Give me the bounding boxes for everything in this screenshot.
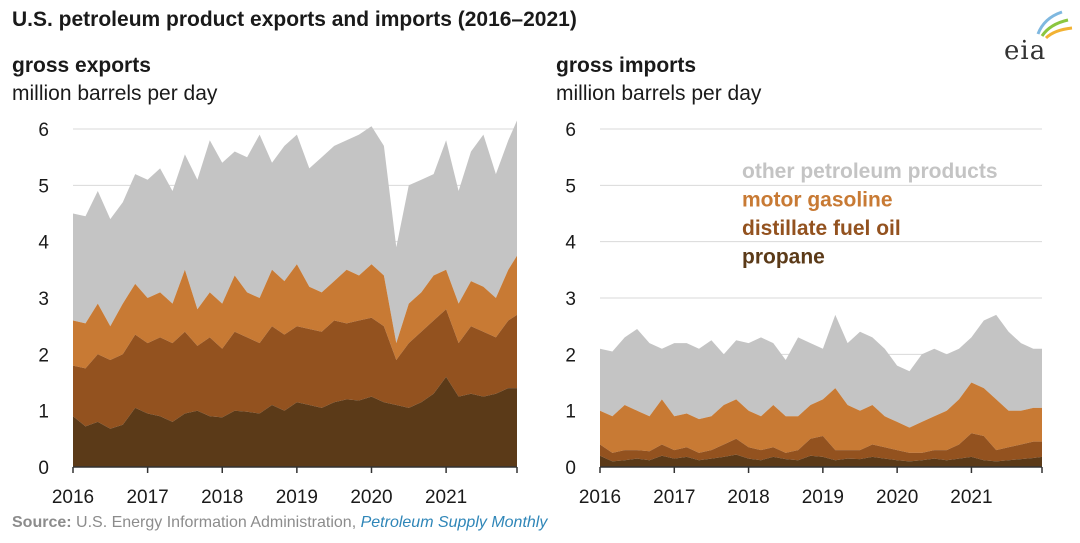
legend-item-distillate-fuel-oil: distillate fuel oil: [742, 217, 901, 240]
exports-x-tick-label: 2017: [126, 487, 168, 508]
imports-y-tick-label: 0: [565, 458, 576, 479]
legend-item-propane: propane: [742, 246, 825, 269]
exports-chart: 0 1 2 3 4 5 6 2016 2017 2018 2019 2020 2021: [38, 120, 518, 508]
imports-area-motor-gasoline: [600, 382, 1042, 453]
imports-panel-title: gross imports: [556, 54, 697, 77]
exports-area-other-petroleum-products: [73, 120, 517, 344]
imports-chart: 0 1 2 3 4 5 6 2016 2017 2018 2019 2020 2021 other pet…: [565, 120, 1043, 508]
imports-area-distillate-fuel-oil: [600, 433, 1042, 462]
imports-area-propane: [600, 454, 1042, 467]
source-label: Source:: [12, 514, 72, 531]
exports-x-tick-label: 2016: [52, 487, 94, 508]
imports-x-tick-label: 2019: [802, 487, 844, 508]
source-text: U.S. Energy Information Administration,: [71, 514, 361, 531]
source-publication-link[interactable]: Petroleum Supply Monthly: [360, 514, 548, 531]
exports-x-tick-label: 2021: [425, 487, 467, 508]
imports-unit-label: million barrels per day: [556, 82, 762, 105]
exports-panel-title: gross exports: [12, 54, 151, 77]
exports-y-tick-label: 1: [38, 402, 49, 423]
imports-x-tick-label: 2016: [579, 487, 621, 508]
exports-y-tick-label: 2: [38, 345, 49, 366]
exports-area-distillate-fuel-oil: [73, 309, 517, 429]
imports-y-tick-label: 6: [565, 120, 576, 141]
legend-item-other-petroleum-products: other petroleum products: [742, 160, 998, 183]
exports-unit-label: million barrels per day: [12, 82, 218, 105]
eia-logo-arcs: [1036, 10, 1073, 40]
exports-y-tick-label: 6: [38, 120, 49, 141]
legend-item-motor-gasoline: motor gasoline: [742, 189, 893, 212]
exports-x-tick-label: 2018: [201, 487, 243, 508]
exports-y-tick-label: 0: [38, 458, 49, 479]
chart-title: U.S. petroleum product exports and impor…: [12, 8, 577, 31]
exports-x-tick-label: 2020: [350, 487, 392, 508]
imports-y-tick-label: 3: [565, 289, 576, 310]
imports-y-tick-label: 1: [565, 402, 576, 423]
imports-x-tick-label: 2018: [727, 487, 769, 508]
imports-x-tick-label: 2017: [653, 487, 695, 508]
imports-area-other-petroleum-products: [600, 314, 1042, 428]
exports-area-motor-gasoline: [73, 255, 517, 369]
exports-y-tick-label: 4: [38, 233, 49, 254]
eia-logo: eia: [1004, 36, 1047, 66]
imports-y-tick-label: 5: [565, 176, 576, 197]
imports-y-tick-label: 4: [565, 233, 576, 254]
exports-y-tick-label: 5: [38, 176, 49, 197]
imports-y-tick-label: 2: [565, 345, 576, 366]
imports-x-tick-label: 2020: [876, 487, 918, 508]
source-note: Source: U.S. Energy Information Administ…: [12, 514, 547, 532]
exports-y-tick-label: 3: [38, 289, 49, 310]
exports-area-propane: [73, 376, 517, 467]
exports-x-tick-label: 2019: [276, 487, 318, 508]
imports-x-tick-label: 2021: [950, 487, 992, 508]
